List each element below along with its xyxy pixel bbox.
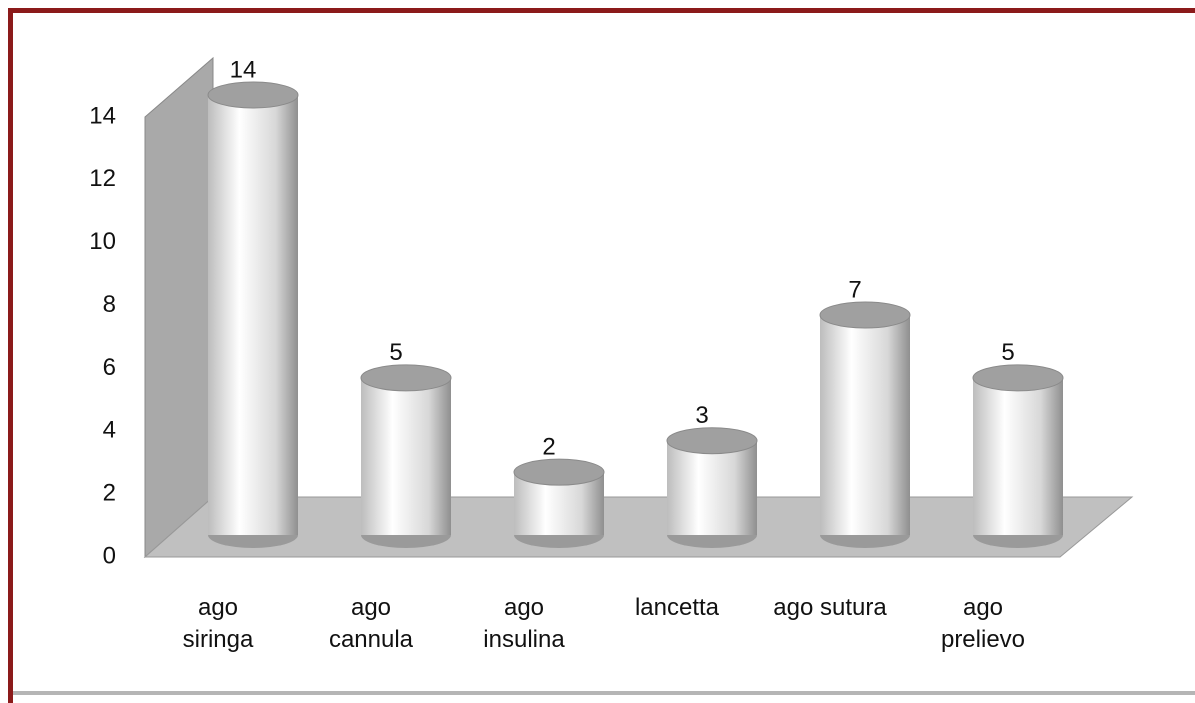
x-tick-label: ago sutura [773, 594, 887, 621]
bar [820, 315, 910, 535]
bar [973, 377, 1063, 535]
bar [208, 95, 298, 535]
y-tick-label: 2 [103, 479, 116, 506]
bar-top [360, 364, 452, 392]
y-tick-label: 0 [103, 542, 116, 569]
bar-top [666, 427, 758, 455]
value-label: 3 [695, 402, 708, 429]
back-wall [144, 56, 214, 559]
bar-top [972, 364, 1064, 392]
value-label: 2 [542, 433, 555, 460]
value-label: 5 [389, 339, 402, 366]
frame-left [8, 8, 13, 703]
bar [361, 377, 451, 535]
frame-bottom [13, 691, 1195, 695]
x-tick-label: lancetta [634, 594, 720, 621]
x-tick-label: ago siringa [182, 594, 254, 653]
value-label: 14 [230, 56, 257, 83]
x-tick-label: ago insulina [483, 594, 565, 653]
bar-top [207, 81, 299, 109]
y-tick-label: 8 [103, 291, 116, 318]
y-tick-label: 6 [103, 354, 116, 381]
y-tick-label: 4 [103, 417, 116, 444]
x-tick-label: ago cannula [328, 594, 414, 653]
x-tick-label: ago prelievo [940, 594, 1026, 653]
value-label: 5 [1001, 339, 1014, 366]
bar-top [819, 301, 911, 329]
bar [667, 440, 757, 535]
bar-top [513, 458, 605, 486]
y-tick-label: 14 [89, 102, 116, 129]
y-tick-label: 10 [89, 228, 116, 255]
frame-top [8, 8, 1195, 13]
value-label: 7 [848, 276, 861, 303]
y-tick-label: 12 [89, 165, 116, 192]
